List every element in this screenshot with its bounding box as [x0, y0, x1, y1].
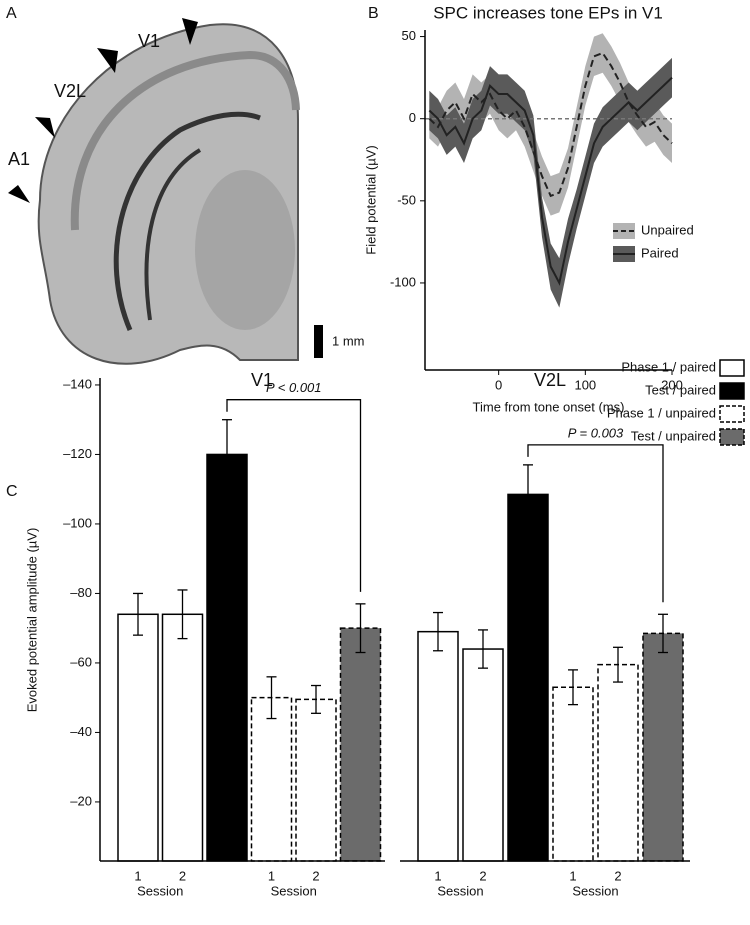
x-tick-label: 1	[569, 868, 576, 883]
arrowheads	[8, 18, 198, 203]
x-group-label: Session	[271, 883, 317, 898]
bar	[339, 627, 382, 862]
x-tick-label: 1	[268, 868, 275, 883]
significance-bracket	[527, 444, 664, 603]
significance-bracket	[226, 399, 362, 592]
x-group-label: Session	[437, 883, 483, 898]
y-tick-label: –140	[63, 376, 92, 391]
x-tick-label: 2	[312, 868, 319, 883]
legend-label: Test / paired	[645, 382, 716, 397]
legend-label: Test / unpaired	[631, 428, 716, 443]
legend-label: Paired	[641, 245, 679, 260]
cortex-layer	[70, 50, 300, 231]
legend-label: Phase 1 / unpaired	[607, 405, 716, 420]
bar	[250, 696, 293, 862]
y-tick-label: 0	[409, 110, 416, 125]
legend-swatch	[719, 359, 745, 377]
x-tick-label: 2	[479, 868, 486, 883]
y-tick-label: –120	[63, 446, 92, 461]
x-tick-label: 1	[434, 868, 441, 883]
y-tick-label: 50	[402, 28, 416, 43]
legend-label: Unpaired	[641, 222, 694, 237]
y-tick-label: -50	[397, 192, 416, 207]
y-tick-label: –40	[70, 724, 92, 739]
bar	[117, 613, 159, 862]
x-group-label: Session	[572, 883, 618, 898]
bar	[417, 630, 459, 862]
region-label: A1	[8, 149, 30, 169]
thalamus	[195, 170, 295, 330]
y-tick-label: –100	[63, 515, 92, 530]
bar	[161, 613, 204, 862]
bar	[507, 493, 549, 862]
annotation: P < 0.001	[266, 380, 322, 395]
x-tick-label: 2	[614, 868, 621, 883]
y-tick-label: -100	[390, 274, 416, 289]
bar	[295, 698, 337, 862]
chart-title: SPC increases tone EPs in V1	[433, 3, 663, 22]
panel-label: C	[6, 483, 18, 500]
y-tick-label: –60	[70, 654, 92, 669]
x-tick-label: 100	[574, 377, 596, 392]
annotation: P = 0.003	[568, 425, 624, 440]
series-line	[428, 51, 673, 198]
legend-swatch	[719, 428, 745, 446]
region-label: V1	[138, 31, 160, 51]
panel-label: A	[6, 5, 17, 22]
hippocampus	[113, 111, 261, 331]
bar	[462, 648, 504, 862]
error-band	[429, 57, 672, 308]
series-line	[428, 76, 673, 286]
bar	[597, 663, 639, 862]
x-axis-label: Time from tone onset (ms)	[473, 399, 625, 414]
x-tick-label: 2	[179, 868, 186, 883]
x-tick-label: 200	[661, 377, 683, 392]
scale-bar	[314, 325, 323, 358]
bar	[642, 632, 684, 862]
chart-title: V1	[251, 370, 273, 390]
y-tick-label: –20	[70, 793, 92, 808]
y-axis-label: Field potential (µV)	[363, 145, 378, 254]
panel-a: A V1 V2L A1 1 mm	[6, 5, 365, 365]
panel-label: B	[368, 5, 379, 22]
bar	[206, 453, 248, 862]
y-tick-label: –80	[70, 585, 92, 600]
chart-title: V2L	[534, 370, 566, 390]
legend-swatch	[719, 382, 745, 400]
legend-label: Phase 1 / paired	[621, 359, 716, 374]
x-group-label: Session	[137, 883, 183, 898]
x-tick-label: 0	[495, 377, 502, 392]
region-label: V2L	[54, 81, 86, 101]
y-axis-label: Evoked potential amplitude (µV)	[24, 528, 39, 713]
scale-label: 1 mm	[332, 333, 365, 348]
x-tick-label: 1	[134, 868, 141, 883]
bar	[552, 686, 594, 862]
hippocampus-inner	[144, 148, 202, 321]
legend-swatch	[719, 405, 745, 423]
